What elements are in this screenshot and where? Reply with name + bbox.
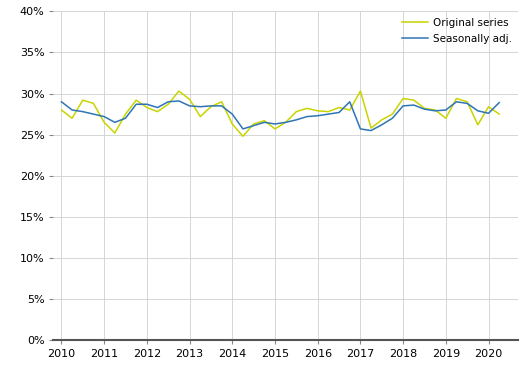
Original series <box>154 109 161 114</box>
Original series <box>90 101 97 106</box>
Seasonally adj. <box>176 99 182 103</box>
Original series <box>464 99 470 104</box>
Seasonally adj. <box>443 108 449 112</box>
Original series <box>165 102 171 107</box>
Original series <box>304 106 310 111</box>
Seasonally adj. <box>197 104 204 109</box>
Original series <box>475 122 481 127</box>
Seasonally adj. <box>400 104 406 108</box>
Original series <box>421 106 427 111</box>
Seasonally adj. <box>250 123 257 128</box>
Seasonally adj. <box>421 107 427 112</box>
Original series <box>272 127 278 131</box>
Original series <box>379 118 385 122</box>
Seasonally adj. <box>272 122 278 126</box>
Seasonally adj. <box>315 113 321 118</box>
Seasonally adj. <box>485 111 491 116</box>
Line: Original series: Original series <box>61 91 499 136</box>
Original series <box>411 98 417 102</box>
Original series <box>485 104 491 109</box>
Seasonally adj. <box>218 104 225 108</box>
Seasonally adj. <box>101 114 107 119</box>
Seasonally adj. <box>368 128 374 133</box>
Seasonally adj. <box>240 127 246 131</box>
Seasonally adj. <box>165 99 171 104</box>
Seasonally adj. <box>69 108 75 112</box>
Seasonally adj. <box>496 100 503 105</box>
Seasonally adj. <box>411 103 417 107</box>
Original series <box>346 108 353 112</box>
Seasonally adj. <box>90 112 97 116</box>
Original series <box>133 98 139 102</box>
Seasonally adj. <box>379 122 385 127</box>
Original series <box>144 105 150 110</box>
Original series <box>389 112 396 116</box>
Legend: Original series, Seasonally adj.: Original series, Seasonally adj. <box>399 14 515 47</box>
Original series <box>293 109 299 114</box>
Seasonally adj. <box>389 116 396 121</box>
Seasonally adj. <box>208 104 214 108</box>
Seasonally adj. <box>186 104 193 108</box>
Seasonally adj. <box>293 118 299 122</box>
Original series <box>69 116 75 121</box>
Seasonally adj. <box>304 114 310 119</box>
Original series <box>432 108 439 112</box>
Original series <box>261 118 268 123</box>
Seasonally adj. <box>133 102 139 107</box>
Original series <box>58 108 65 112</box>
Seasonally adj. <box>464 101 470 106</box>
Original series <box>80 98 86 102</box>
Original series <box>453 96 460 101</box>
Seasonally adj. <box>357 127 363 131</box>
Original series <box>218 99 225 104</box>
Seasonally adj. <box>475 108 481 113</box>
Seasonally adj. <box>336 110 342 115</box>
Original series <box>186 97 193 102</box>
Original series <box>315 108 321 113</box>
Seasonally adj. <box>325 112 332 116</box>
Seasonally adj. <box>453 99 460 104</box>
Original series <box>496 112 503 116</box>
Seasonally adj. <box>122 116 129 121</box>
Original series <box>282 120 289 125</box>
Original series <box>176 89 182 93</box>
Original series <box>325 109 332 114</box>
Seasonally adj. <box>432 108 439 113</box>
Seasonally adj. <box>261 120 268 125</box>
Seasonally adj. <box>282 120 289 125</box>
Seasonally adj. <box>112 120 118 125</box>
Line: Seasonally adj.: Seasonally adj. <box>61 101 499 130</box>
Seasonally adj. <box>144 102 150 107</box>
Original series <box>400 96 406 101</box>
Original series <box>208 104 214 109</box>
Original series <box>250 122 257 126</box>
Seasonally adj. <box>58 99 65 104</box>
Original series <box>197 114 204 119</box>
Original series <box>229 122 235 126</box>
Original series <box>101 120 107 125</box>
Seasonally adj. <box>154 105 161 110</box>
Original series <box>112 131 118 135</box>
Seasonally adj. <box>346 99 353 104</box>
Original series <box>240 134 246 139</box>
Original series <box>443 116 449 121</box>
Original series <box>357 89 363 93</box>
Original series <box>368 126 374 130</box>
Seasonally adj. <box>80 109 86 114</box>
Seasonally adj. <box>229 112 235 116</box>
Original series <box>336 105 342 110</box>
Original series <box>122 112 129 116</box>
